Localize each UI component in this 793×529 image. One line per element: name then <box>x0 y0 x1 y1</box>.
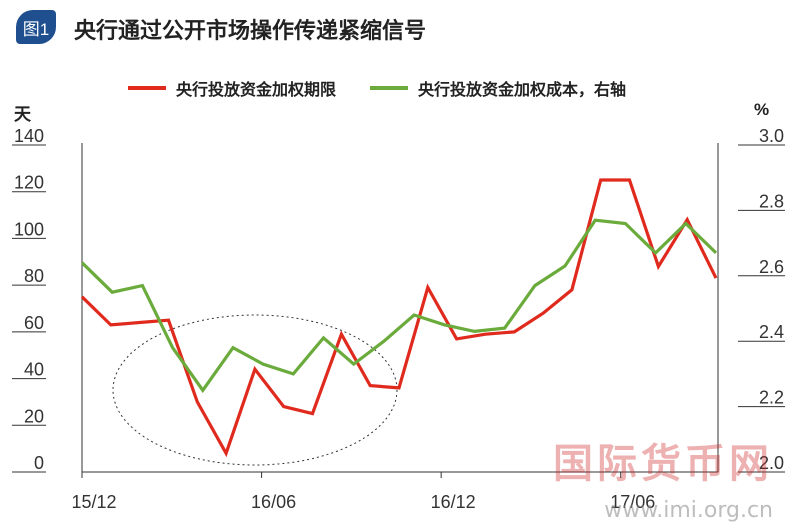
highlight-ellipse <box>112 314 398 466</box>
right-tick-label: 3.0 <box>759 126 784 146</box>
x-tick-label: 15/12 <box>71 492 116 512</box>
right-tick-label: 2.0 <box>759 453 784 473</box>
left-tick-label: 40 <box>24 360 44 380</box>
x-tick-label: 17/06 <box>610 492 655 512</box>
left-tick-label: 60 <box>24 313 44 333</box>
x-tick-label: 16/12 <box>431 492 476 512</box>
legend: 央行投放资金加权期限 央行投放资金加权成本，右轴 <box>128 76 626 100</box>
legend-item-term: 央行投放资金加权期限 <box>128 76 336 100</box>
x-tick-label: 16/06 <box>251 492 296 512</box>
right-tick-label: 2.8 <box>759 191 784 211</box>
series-line-term <box>80 178 718 458</box>
series-line-cost <box>80 218 718 394</box>
legend-item-cost: 央行投放资金加权成本，右轴 <box>370 76 626 100</box>
chart-title: 央行通过公开市场操作传递紧缩信号 <box>74 18 427 43</box>
legend-label-cost: 央行投放资金加权成本，右轴 <box>418 82 627 99</box>
legend-swatch-term <box>128 86 166 90</box>
left-tick-label: 80 <box>24 266 44 286</box>
left-tick-label: 120 <box>14 173 44 193</box>
left-tick-label: 0 <box>34 453 44 473</box>
left-tick-label: 100 <box>14 219 44 239</box>
left-tick-label: 20 <box>24 406 44 426</box>
watermark-logo: 国际货币网 <box>553 440 773 487</box>
left-axis-unit: 天 <box>14 105 31 124</box>
right-tick-label: 2.4 <box>759 322 784 342</box>
figure-badge: 图1 <box>16 10 56 44</box>
legend-label-term: 央行投放资金加权期限 <box>176 82 337 99</box>
right-tick-label: 2.2 <box>759 388 784 408</box>
right-axis-unit: % <box>754 100 770 119</box>
legend-swatch-cost <box>370 86 409 90</box>
watermark-url: www.imi.org.cn <box>604 498 773 523</box>
right-tick-label: 2.6 <box>759 257 784 277</box>
left-tick-label: 140 <box>14 126 44 146</box>
